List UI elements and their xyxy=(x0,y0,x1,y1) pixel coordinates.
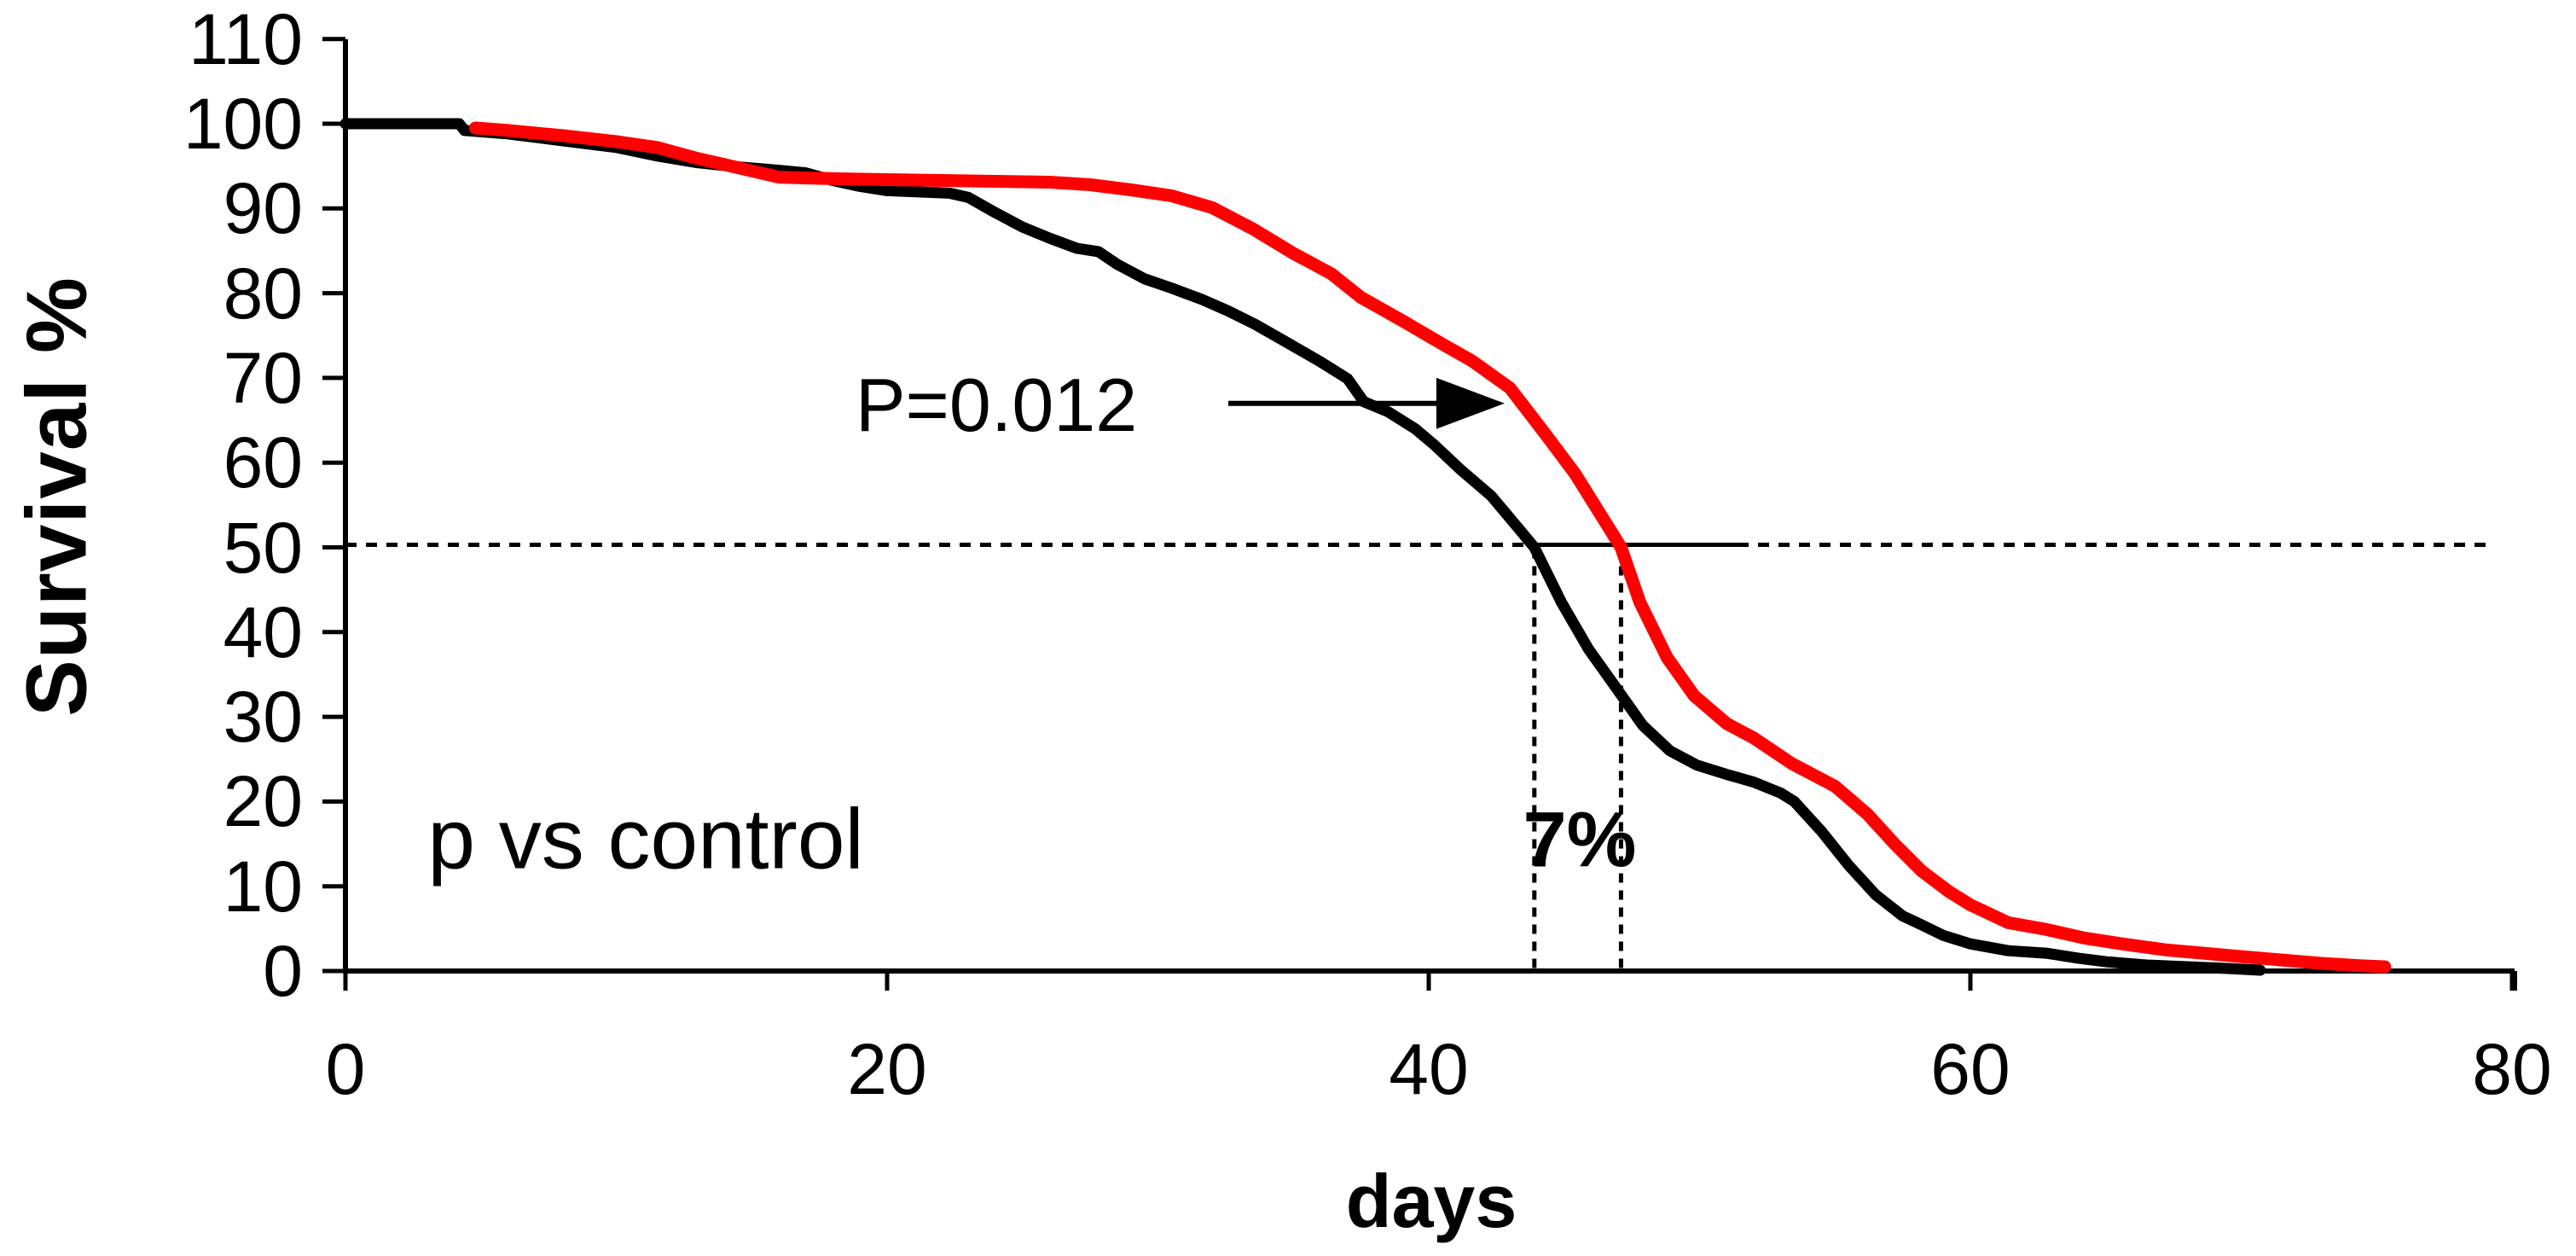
y-axis-title: Survival % xyxy=(9,276,105,717)
y-tick-label: 110 xyxy=(189,0,303,79)
y-tick-label: 60 xyxy=(223,422,303,503)
y-tick-label: 50 xyxy=(223,507,303,588)
difference-annotation: 7% xyxy=(1523,796,1637,884)
y-tick-label: 100 xyxy=(183,84,303,164)
x-tick-label: 80 xyxy=(2472,1029,2552,1109)
y-tick-label: 70 xyxy=(223,337,303,418)
y-tick-label: 90 xyxy=(223,168,303,249)
y-tick-label: 20 xyxy=(223,761,303,842)
x-tick-label: 0 xyxy=(325,1029,366,1109)
x-tick-label: 60 xyxy=(1930,1029,2010,1109)
x-axis-title: days xyxy=(1345,1159,1517,1243)
y-tick-label: 10 xyxy=(223,846,303,927)
x-tick-label: 20 xyxy=(847,1029,927,1109)
p-value-annotation: P=0.012 xyxy=(855,363,1138,447)
y-tick-label: 0 xyxy=(263,931,303,1011)
survival-curve-treated xyxy=(468,121,2392,974)
y-tick-label: 40 xyxy=(223,591,303,672)
y-tick-label: 80 xyxy=(223,253,303,334)
y-tick-label: 30 xyxy=(223,677,303,758)
arrow-head-icon xyxy=(1436,377,1505,429)
x-tick-label: 40 xyxy=(1389,1029,1469,1109)
comparison-annotation: p vs control xyxy=(427,791,864,887)
